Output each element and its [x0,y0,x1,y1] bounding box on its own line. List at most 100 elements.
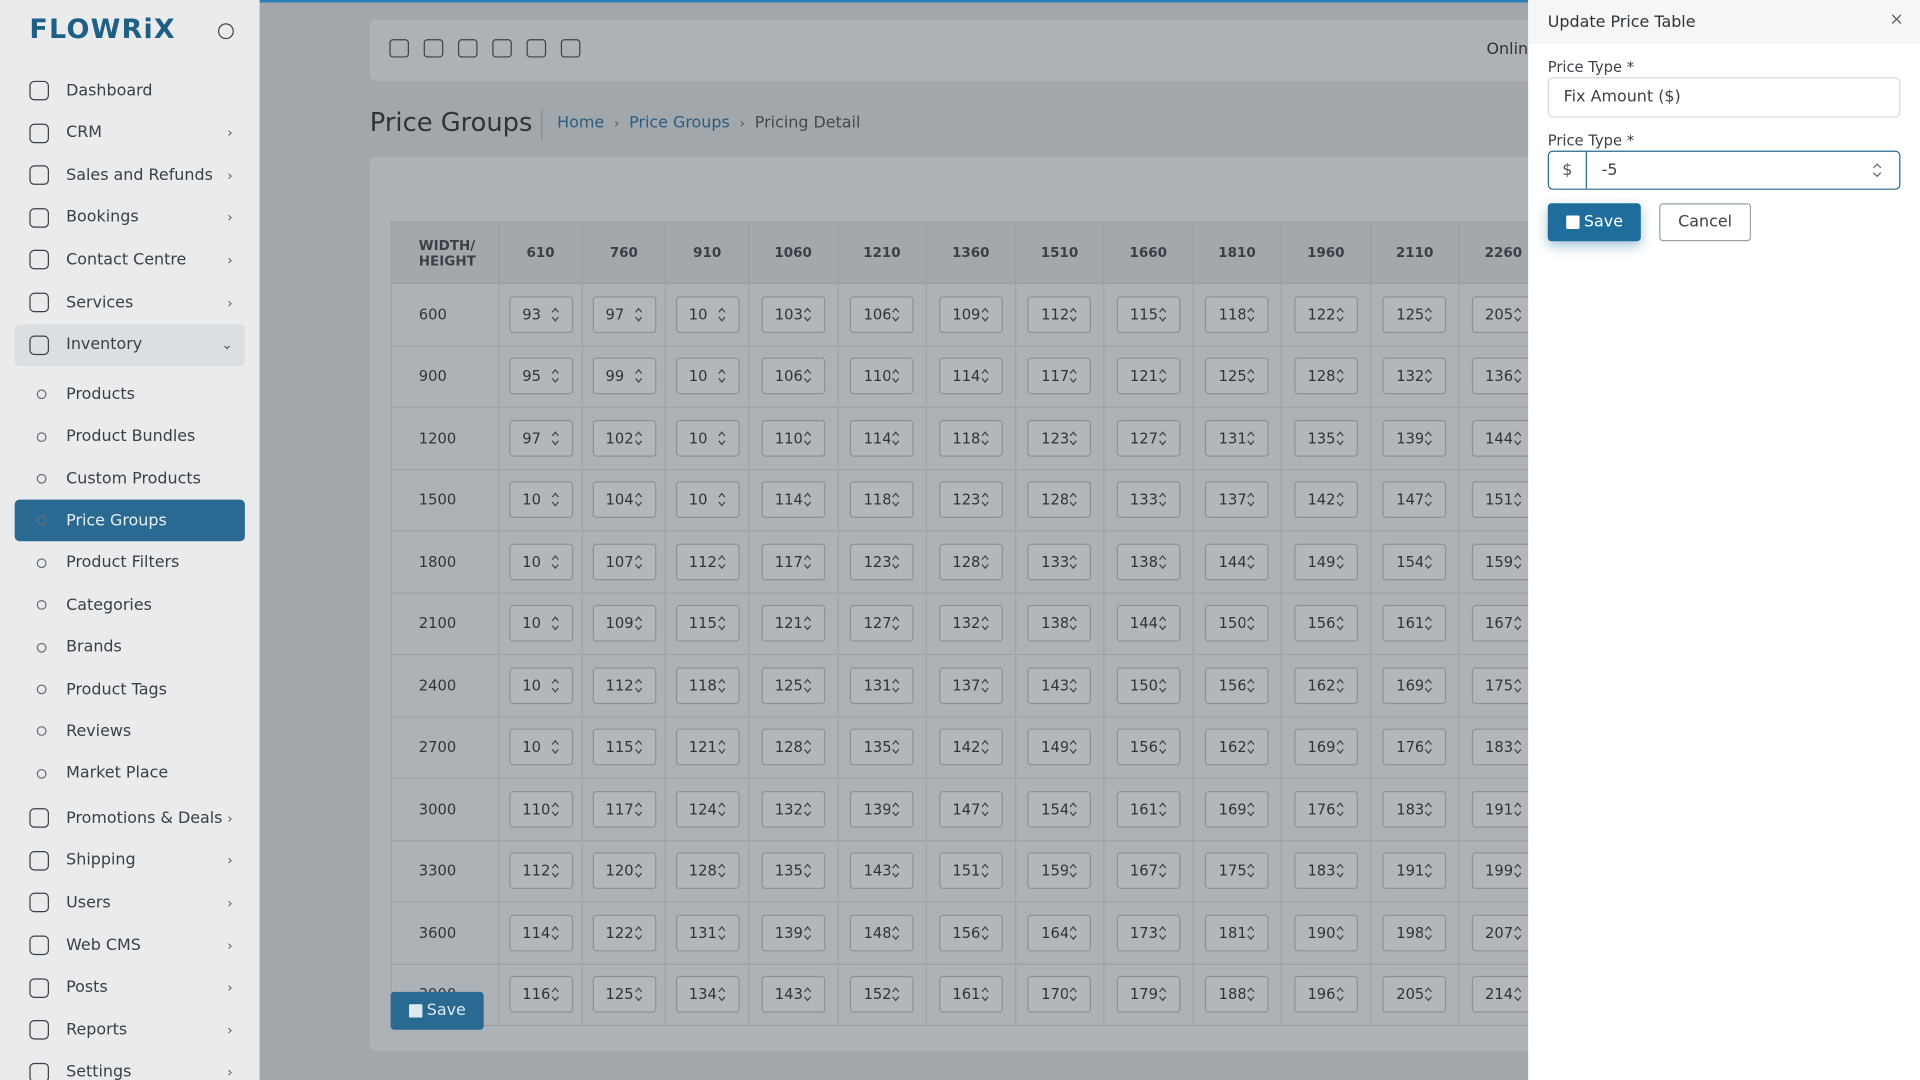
price-input[interactable]: 133 [1027,543,1092,581]
nav-item[interactable]: Product Bundles [15,416,245,458]
spinner[interactable] [717,492,726,508]
price-input[interactable]: 118 [675,667,739,704]
price-input[interactable]: 169 [1205,790,1269,828]
spinner[interactable] [1424,307,1433,322]
price-input[interactable]: 134 [675,976,739,1013]
price-input[interactable]: 162 [1293,667,1358,704]
nav-item[interactable]: Categories [15,584,245,626]
nav-item[interactable]: Custom Products [15,458,245,500]
spinner[interactable] [717,740,726,755]
price-input[interactable]: 148 [850,914,914,952]
spinner[interactable] [1247,740,1256,755]
spinner[interactable] [1069,307,1078,322]
price-input[interactable]: 122. [1293,296,1358,333]
price-input[interactable]: 161.6 [1116,790,1181,828]
price-input[interactable]: 10 [675,296,739,333]
spinner[interactable] [1158,802,1167,817]
spinner[interactable] [1069,492,1078,508]
price-input[interactable]: 139. [761,914,825,952]
spinner[interactable] [634,492,643,508]
spinner[interactable] [1158,925,1167,940]
nav-item[interactable]: Products [15,374,245,416]
spinner[interactable] [1158,740,1167,755]
spinner[interactable] [1336,430,1345,446]
spinner[interactable] [1158,616,1167,631]
price-input[interactable]: 131. [850,667,914,704]
settings-icon[interactable] [217,23,234,40]
spinner[interactable] [1513,987,1522,1002]
price-input[interactable]: 137. [938,667,1003,704]
spinner[interactable] [981,740,990,755]
price-input[interactable]: 114 [508,914,573,952]
price-input[interactable]: 205 [1471,296,1536,333]
spinner[interactable] [981,863,990,879]
price-input[interactable]: 149 [1027,728,1092,766]
price-input[interactable]: 117.6 [761,543,825,581]
price-input[interactable]: 164 [1027,914,1092,952]
price-input[interactable]: 128. [761,728,825,766]
price-input[interactable]: 128 [1027,481,1092,519]
price-input[interactable]: 10 [508,605,573,642]
spinner[interactable] [1336,987,1345,1002]
spinner[interactable] [550,925,559,940]
price-input[interactable]: 99 [592,357,656,395]
spinner[interactable] [1424,678,1433,693]
spinner[interactable] [1336,616,1345,631]
icon[interactable] [560,39,581,58]
spinner[interactable] [1424,802,1433,817]
spinner[interactable] [550,307,559,322]
spinner[interactable] [1247,430,1256,446]
spinner[interactable] [803,554,812,569]
price-input[interactable]: 170 [1027,976,1092,1013]
price-input[interactable]: 135. [761,852,825,890]
price-input[interactable]: 176. [1293,790,1358,828]
price-input[interactable]: 183 [1382,790,1447,828]
price-input[interactable]: 95 [508,357,573,395]
nav-item[interactable]: Contact Centre › [15,239,245,281]
spinner[interactable] [1069,554,1078,569]
price-input[interactable]: 117 [592,790,656,828]
icon[interactable] [423,39,444,58]
spinner[interactable] [550,740,559,755]
nav-item[interactable]: Product Filters [15,542,245,584]
spinner[interactable] [717,307,726,322]
price-input[interactable]: 112 [675,543,739,581]
spinner[interactable] [1336,678,1345,693]
icon[interactable] [526,39,547,58]
spinner[interactable] [1158,554,1167,569]
spinner[interactable] [981,369,990,384]
price-input[interactable]: 10 [508,667,573,704]
spinner[interactable] [1424,925,1433,940]
spinner[interactable] [1513,554,1522,569]
price-input[interactable]: 143 [1027,667,1092,704]
spinner[interactable] [1247,554,1256,569]
price-input[interactable]: 104 [592,481,656,519]
price-input[interactable]: 167.6 [1116,852,1181,890]
price-input[interactable]: 103. [761,296,825,333]
price-input[interactable]: 110. [761,419,825,457]
price-input[interactable]: 162 [1205,728,1269,766]
spinner[interactable] [634,554,643,569]
spinner[interactable] [1424,430,1433,446]
spinner[interactable] [550,430,559,446]
nav-item[interactable]: Settings › [15,1052,245,1080]
price-input[interactable]: 190 [1293,914,1358,952]
spinner[interactable] [981,678,990,693]
price-input[interactable]: 150. [1116,667,1181,704]
spinner[interactable] [1158,678,1167,693]
spinner[interactable] [1069,678,1078,693]
price-input[interactable]: 176 [1382,728,1447,766]
price-input[interactable]: 118 [850,481,914,519]
price-input[interactable]: 131 [675,914,739,952]
price-input[interactable]: 149 [1293,543,1358,581]
nav-item[interactable]: Sales and Refunds › [15,155,245,197]
spinner[interactable] [1069,863,1078,879]
spinner[interactable] [550,616,559,631]
nav-item[interactable]: Inventory ⌄ [14,323,245,366]
nav-item[interactable]: Reviews [15,711,245,753]
price-input[interactable]: 135 [850,728,914,766]
spinner[interactable] [1069,430,1078,446]
nav-item[interactable]: Price Groups [14,500,245,542]
spinner[interactable] [803,430,812,446]
spinner[interactable] [1247,863,1256,879]
